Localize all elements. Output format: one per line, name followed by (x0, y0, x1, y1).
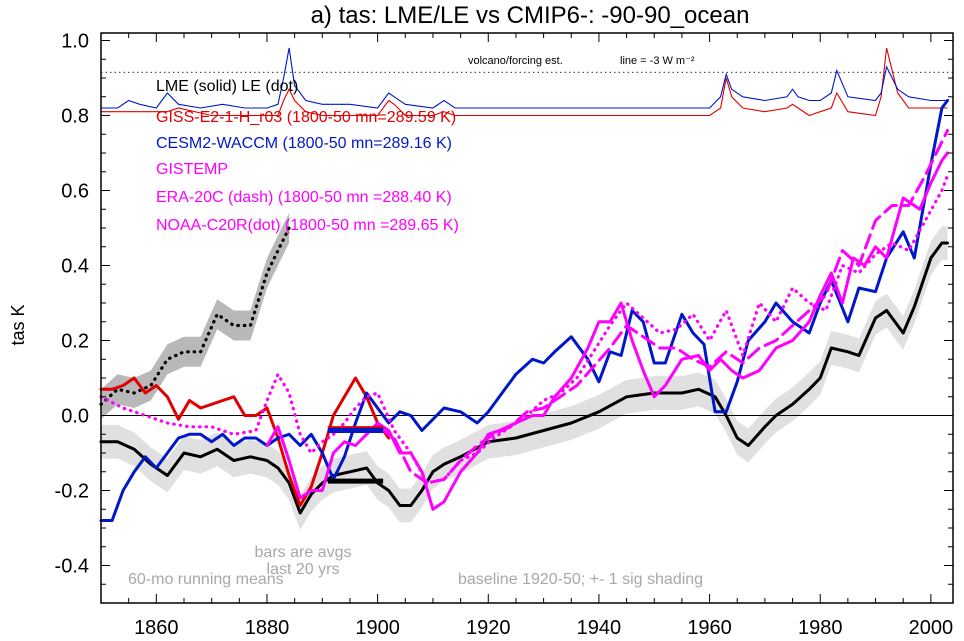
forcing-volcano-forcing-est-blue (101, 47, 948, 109)
y-axis-label: tas K (8, 304, 28, 345)
x-tick-label: 1960 (687, 617, 732, 639)
series-noaa-c20r-dot (99, 173, 950, 485)
y-tick-label: 0.8 (61, 106, 89, 128)
series-lines (99, 99, 950, 522)
forcing-volcano-forcing-est-red (101, 47, 948, 117)
series-cesm2-waccm (99, 99, 949, 522)
y-axis-ticks: -0.4 -0.2 0.0 0.2 0.4 0.6 0.8 1.0 (55, 31, 953, 604)
y-tick-label: 0.4 (61, 256, 89, 278)
x-tick-label: 1940 (577, 617, 622, 639)
annotation-bars-1: bars are avgs (255, 544, 352, 561)
y-tick-label: 1.0 (61, 31, 89, 53)
x-axis-ticks: 1860 1880 1900 1920 1940 1960 1980 2000 (100, 33, 954, 639)
y-tick-label: -0.2 (55, 481, 89, 503)
x-tick-label: 1900 (355, 617, 400, 639)
average-bars (327, 426, 384, 484)
annotation-baseline: baseline 1920-50; +- 1 sig shading (458, 571, 703, 588)
annotation-line-ref: line = -3 W m⁻² (620, 55, 695, 67)
annotation-bars-2: last 20 yrs (267, 561, 340, 578)
legend-entry: NOAA-C20R(dot) (1800-50 mn =289.65 K) (156, 217, 459, 234)
legend-entry: LME (solid) LE (dot) (156, 78, 298, 95)
shading-bands (101, 213, 948, 530)
legend-entry: CESM2-WACCM (1800-50 mn=289.16 K) (156, 135, 452, 152)
series-era-20c-dash (376, 129, 949, 485)
band-le-1-sig (101, 213, 290, 420)
y-tick-label: 0.0 (61, 406, 89, 428)
annotation-volcano: volcano/forcing est. (468, 55, 563, 67)
x-tick-label: 1980 (798, 617, 843, 639)
y-tick-label: -0.4 (55, 556, 89, 578)
series-le-dot (99, 226, 291, 406)
x-tick-label: 2000 (909, 617, 954, 639)
x-tick-label: 1880 (245, 617, 290, 639)
legend-entry: ERA-20C (dash) (1800-50 mn =288.40 K) (156, 189, 452, 206)
plot-frame (100, 32, 954, 604)
y-tick-label: 0.2 (61, 331, 89, 353)
legend: LME (solid) LE (dot) GISS-E2-1-H_r03 (180… (156, 78, 459, 234)
x-tick-label: 1920 (466, 617, 511, 639)
x-tick-label: 1860 (134, 617, 179, 639)
annotation-running-means: 60-mo running means (128, 571, 284, 588)
forcing-lines (101, 47, 948, 117)
legend-entry: GISTEMP (156, 161, 228, 178)
chart-title: a) tas: LME/LE vs CMIP6-: -90-90_ocean (311, 2, 750, 29)
legend-entry: GISS-E2-1-H_r03 (1800-50 mn=289.59 K) (156, 109, 456, 126)
y-tick-label: 0.6 (61, 181, 89, 203)
series-giss-e2-1-h-r03 (99, 376, 391, 507)
